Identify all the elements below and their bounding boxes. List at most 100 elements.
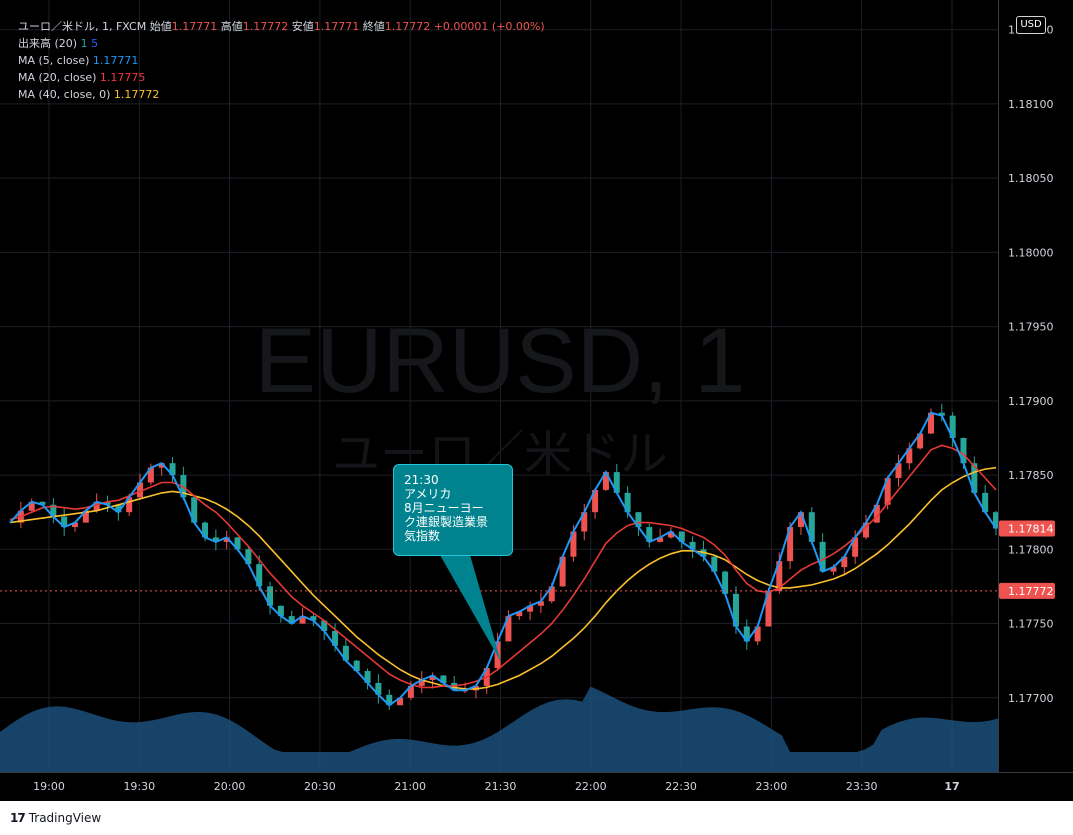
candle bbox=[28, 498, 35, 512]
candle bbox=[516, 611, 523, 620]
candle-body bbox=[72, 522, 79, 528]
event-line1: アメリカ bbox=[404, 487, 452, 501]
legend-ma5-label: MA (5, close) bbox=[18, 54, 90, 67]
candle-body bbox=[310, 616, 317, 621]
candle-body bbox=[115, 504, 122, 513]
x-tick-label: 22:30 bbox=[665, 780, 697, 793]
legend-volume-row: 出来高 (20) 1 5 bbox=[0, 35, 545, 52]
candle-body bbox=[971, 463, 978, 493]
candle-body bbox=[61, 516, 68, 528]
legend-open-label: 始値 bbox=[149, 20, 172, 33]
candle bbox=[754, 625, 761, 646]
candle bbox=[646, 523, 653, 548]
y-tick-label: 1.18000 bbox=[1008, 246, 1054, 259]
candle-body bbox=[624, 492, 631, 513]
legend-low-label: 安値 bbox=[291, 20, 314, 33]
candle-body bbox=[299, 616, 306, 624]
watermark-symbol: EURUSD, 1 bbox=[255, 310, 746, 412]
legend-title: ユーロ／米ドル, 1, FXCM bbox=[18, 20, 147, 33]
candle-body bbox=[797, 512, 804, 528]
candle-body bbox=[602, 472, 609, 490]
current-price-tag: 1.17814 bbox=[999, 520, 1055, 537]
candle-body bbox=[353, 660, 360, 672]
candle bbox=[982, 484, 989, 514]
candle-body bbox=[386, 694, 393, 706]
x-tick-label: 22:00 bbox=[575, 780, 607, 793]
tradingview-logo[interactable]: 17 TradingView bbox=[10, 811, 101, 825]
y-tick-label: 1.18050 bbox=[1008, 172, 1054, 185]
candle-body bbox=[245, 549, 252, 565]
candle-body bbox=[982, 492, 989, 513]
candle-body bbox=[418, 679, 425, 686]
candle bbox=[743, 619, 750, 650]
y-tick-label: 1.18100 bbox=[1008, 98, 1054, 111]
price-tags: 1.17814 1.17772 bbox=[999, 520, 1055, 599]
candle-body bbox=[592, 489, 599, 513]
legend-close-value: 1.17772 bbox=[384, 20, 431, 33]
y-tick-label: 1.17900 bbox=[1008, 395, 1054, 408]
footer: 17 TradingView bbox=[0, 801, 1073, 835]
candle-body bbox=[28, 501, 35, 511]
candle bbox=[559, 556, 566, 587]
volume-area bbox=[0, 686, 998, 772]
candle-body bbox=[754, 626, 761, 642]
chart-panel[interactable]: EURUSD, 1 ユーロ／米ドル 1.181501.181001.180501… bbox=[0, 0, 1073, 801]
candle-body bbox=[147, 467, 154, 483]
candle-body bbox=[126, 497, 133, 513]
currency-button[interactable]: USD bbox=[1016, 16, 1046, 34]
candle-body bbox=[852, 537, 859, 557]
candle bbox=[819, 533, 826, 572]
candle bbox=[971, 456, 978, 494]
candle bbox=[375, 674, 382, 704]
candle-body bbox=[960, 437, 967, 464]
x-tick-label: 19:00 bbox=[33, 780, 65, 793]
last-price-tag: 1.17772 bbox=[999, 582, 1055, 599]
time-axis: 19:00 19:30 20:00 20:30 21:00 21:30 22:00 22:30… bbox=[33, 780, 960, 793]
candle bbox=[61, 508, 68, 536]
candle bbox=[158, 463, 165, 476]
event-line3: ク連銀製造業景 bbox=[404, 515, 489, 529]
candle-body bbox=[397, 697, 404, 706]
candle-body bbox=[819, 541, 826, 572]
x-tick-label: 20:00 bbox=[214, 780, 246, 793]
legend-ma20-value: 1.17775 bbox=[99, 71, 146, 84]
candle-body bbox=[570, 531, 577, 557]
candle bbox=[267, 581, 274, 615]
candle bbox=[797, 512, 804, 536]
legend-volume-b: 5 bbox=[91, 37, 99, 50]
candle-body bbox=[841, 556, 848, 568]
candle-body bbox=[949, 415, 956, 438]
candle-body bbox=[657, 537, 664, 542]
candle-body bbox=[830, 567, 837, 572]
last-price-tag-label: 1.17772 bbox=[1008, 585, 1054, 598]
candle-body bbox=[895, 463, 902, 479]
event-time: 21:30 bbox=[404, 473, 439, 487]
candle-body bbox=[884, 478, 891, 505]
legend-high-value: 1.17772 bbox=[242, 20, 289, 33]
candle bbox=[873, 503, 880, 523]
candle bbox=[169, 457, 176, 484]
event-bubble[interactable]: 21:30 アメリカ 8月ニューヨー ク連銀製造業景 気指数 bbox=[393, 464, 513, 556]
ma40-line bbox=[9, 466, 997, 690]
event-line2: 8月ニューヨー bbox=[404, 501, 484, 515]
legend-close-label: 終値 bbox=[362, 20, 385, 33]
ma5-line bbox=[9, 411, 997, 707]
x-tick-label: 17 bbox=[944, 780, 959, 793]
candles bbox=[17, 403, 999, 710]
candle-body bbox=[212, 537, 219, 542]
candle-body bbox=[342, 645, 349, 661]
legend-ma5-value: 1.17771 bbox=[92, 54, 139, 67]
price-chart[interactable]: EURUSD, 1 ユーロ／米ドル 1.181501.181001.180501… bbox=[0, 0, 1073, 801]
candle-body bbox=[993, 512, 999, 529]
y-tick-label: 1.17700 bbox=[1008, 692, 1054, 705]
candle bbox=[993, 510, 999, 536]
legend-change: +0.00001 (+0.00%) bbox=[433, 20, 545, 33]
candle-body bbox=[906, 448, 913, 464]
candle-body bbox=[429, 675, 436, 680]
candle bbox=[711, 554, 718, 572]
moving-averages bbox=[9, 411, 997, 707]
candle-body bbox=[169, 463, 176, 476]
legend-ohlc-row: ユーロ／米ドル, 1, FXCM 始値1.17771 高値1.17772 安値1… bbox=[0, 18, 545, 35]
candle-body bbox=[516, 611, 523, 617]
legend-ma20-label: MA (20, close) bbox=[18, 71, 97, 84]
